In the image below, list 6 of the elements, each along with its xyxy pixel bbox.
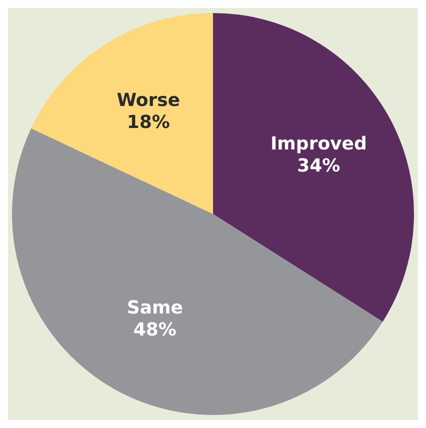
slice-label: Same — [126, 297, 183, 318]
slice-label: Improved — [270, 134, 367, 155]
data-label: 18% — [126, 112, 170, 133]
slice-label: Worse — [116, 90, 180, 111]
data-label: 34% — [297, 156, 340, 177]
data-label: 48% — [133, 319, 176, 340]
